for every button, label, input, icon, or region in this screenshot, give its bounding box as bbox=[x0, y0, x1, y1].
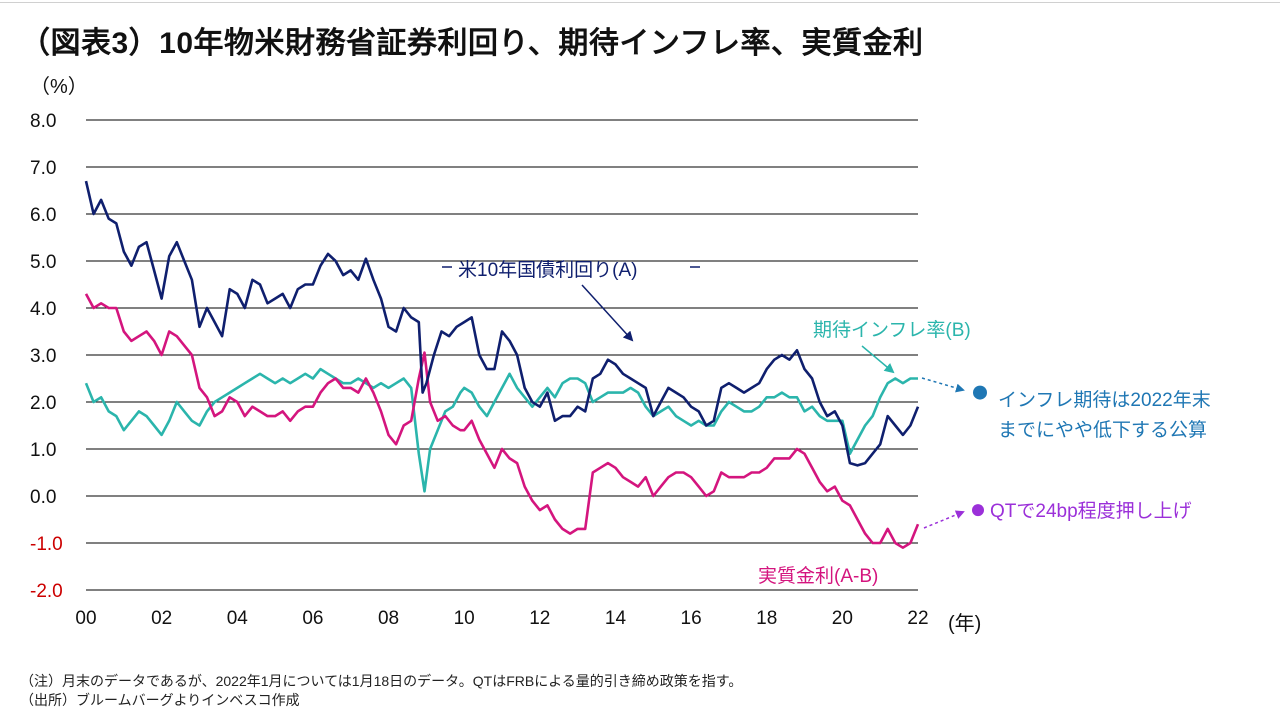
x-tick-label: 10 bbox=[454, 608, 475, 629]
y-tick-label: 7.0 bbox=[30, 158, 56, 179]
x-tick-label: 08 bbox=[378, 608, 399, 629]
y-tick-label: 0.0 bbox=[30, 487, 56, 508]
y-unit-label: （%） bbox=[30, 75, 88, 98]
nominal-series-label: 米10年国債利回り(A) bbox=[458, 259, 637, 281]
y-tick-label: 8.0 bbox=[30, 111, 56, 132]
x-tick-label: 16 bbox=[681, 608, 702, 629]
qt-marker bbox=[972, 504, 984, 517]
inflation-forecast-text-1: インフレ期待は2022年末 bbox=[998, 389, 1211, 411]
nominal-series-line bbox=[84, 180, 920, 467]
x-tick-label: 14 bbox=[605, 608, 627, 629]
real-series-label: 実質金利(A-B) bbox=[758, 565, 878, 587]
x-tick-label: 22 bbox=[907, 608, 928, 629]
x-tick-label: 00 bbox=[75, 608, 96, 629]
nominal-label-arrow bbox=[581, 284, 634, 342]
inflation-series-label: 期待インフレ率(B) bbox=[813, 319, 971, 341]
inflation-forecast-arrow bbox=[921, 377, 965, 393]
x-tick-label: 04 bbox=[227, 608, 249, 629]
chart-title: （図表3）10年物米財務省証券利回り、期待インフレ率、実質金利 bbox=[20, 27, 924, 60]
qt-note-text: QTで24bp程度押し上げ bbox=[990, 500, 1192, 522]
x-unit-label: (年) bbox=[948, 612, 981, 635]
real-series-line bbox=[84, 293, 920, 549]
x-tick-label: 06 bbox=[302, 608, 323, 629]
y-tick-label: 6.0 bbox=[30, 205, 56, 226]
inflation-forecast-marker bbox=[973, 385, 987, 400]
x-tick-label: 18 bbox=[756, 608, 777, 629]
note-text: （注）月末のデータであるが、2022年1月については1月18日のデータ。QTはF… bbox=[20, 673, 743, 689]
source-text: （出所）ブルームバーグよりインベスコ作成 bbox=[20, 692, 300, 708]
x-tick-label: 20 bbox=[832, 608, 853, 629]
top-border bbox=[0, 2, 1280, 3]
x-tick-label: 12 bbox=[529, 608, 550, 629]
x-tick-label: 02 bbox=[151, 608, 172, 629]
y-tick-label: 4.0 bbox=[30, 299, 56, 320]
y-tick-label: 3.0 bbox=[30, 346, 56, 367]
qt-arrow bbox=[923, 510, 965, 529]
inflation-label-arrow bbox=[861, 345, 895, 374]
y-tick-label: -2.0 bbox=[30, 581, 63, 602]
inflation-series-line bbox=[84, 367, 918, 493]
y-tick-label: -1.0 bbox=[30, 534, 63, 555]
inflation-forecast-text-2: までにやや低下する公算 bbox=[998, 419, 1207, 441]
y-tick-label: 1.0 bbox=[30, 440, 56, 461]
y-tick-label: 2.0 bbox=[30, 393, 56, 414]
footnotes: （注）月末のデータであるが、2022年1月については1月18日のデータ。QTはF… bbox=[20, 672, 742, 710]
y-tick-label: 5.0 bbox=[30, 252, 56, 273]
